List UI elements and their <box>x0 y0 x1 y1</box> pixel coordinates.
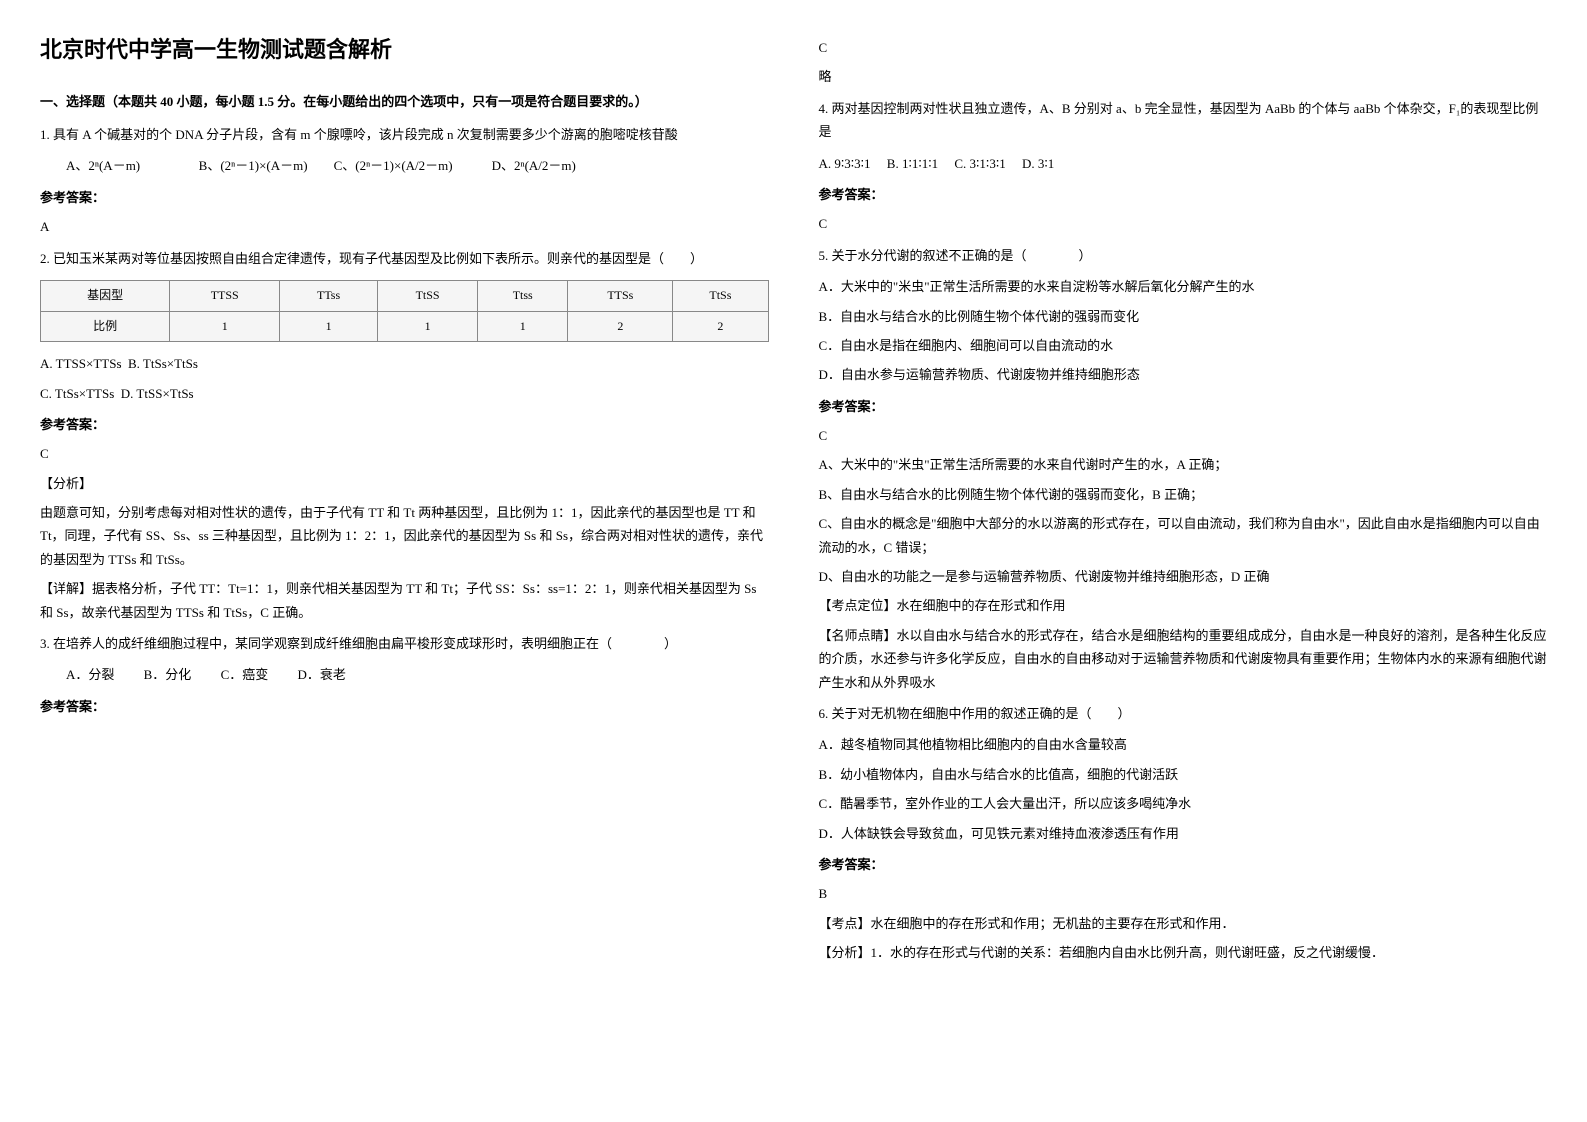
q5-point: 【考点定位】水在细胞中的存在形式和作用 <box>819 594 1548 617</box>
q2-options-cd: C. TtSs×TTSs D. TtSS×TtSs <box>40 382 769 405</box>
page-title: 北京时代中学高一生物测试题含解析 <box>40 30 769 70</box>
q3-optD: D．衰老 <box>297 667 345 682</box>
table-cell: TTSs <box>568 280 673 311</box>
q5-teacher: 【名师点睛】水以自由水与结合水的形式存在，结合水是细胞结构的重要组成成分，自由水… <box>819 624 1548 694</box>
q6-answer-label: 参考答案： <box>819 853 1548 876</box>
table-cell: TtSS <box>378 280 478 311</box>
q4-optC: C. 3∶1∶3∶1 <box>954 156 1005 171</box>
q1-answer-label: 参考答案： <box>40 186 769 209</box>
right-column: C 略 4. 两对基因控制两对性状且独立遗传，A、B 分别对 a、b 完全显性，… <box>819 30 1548 971</box>
q1-optD: D、2ⁿ(A/2－m) <box>492 158 576 173</box>
table-cell: 基因型 <box>41 280 170 311</box>
q2-analysis1: 由题意可知，分别考虑每对相对性状的遗传，由于子代有 TT 和 Tt 两种基因型，… <box>40 501 769 571</box>
q2-answer-label: 参考答案： <box>40 413 769 436</box>
q4-answer: C <box>819 212 1548 235</box>
q3-optB: B．分化 <box>144 667 192 682</box>
q4-optA: A. 9∶3∶3∶1 <box>819 156 871 171</box>
q5-optC: C．自由水是指在细胞内、细胞间可以自由流动的水 <box>819 334 1548 357</box>
q6-point: 【考点】水在细胞中的存在形式和作用；无机盐的主要存在形式和作用． <box>819 912 1548 935</box>
table-cell: TTSS <box>170 280 280 311</box>
q6-optD: D．人体缺铁会导致贫血，可见铁元素对维持血液渗透压有作用 <box>819 822 1548 845</box>
q3-answer: C <box>819 36 1548 59</box>
table-cell: TTss <box>280 280 378 311</box>
table-row: 基因型 TTSS TTss TtSS Ttss TTSs TtSs <box>41 280 769 311</box>
q1-text: 1. 具有 A 个碱基对的个 DNA 分子片段，含有 m 个腺嘌呤，该片段完成 … <box>40 123 769 146</box>
q6-text: 6. 关于对无机物在细胞中作用的叙述正确的是（ ） <box>819 702 1548 725</box>
q4-optB: B. 1∶1∶1∶1 <box>887 156 938 171</box>
q4-optD: D. 3∶1 <box>1022 156 1054 171</box>
q6-answer: B <box>819 882 1548 905</box>
q5-optA: A．大米中的"米虫"正常生活所需要的水来自淀粉等水解后氧化分解产生的水 <box>819 275 1548 298</box>
q3-brief: 略 <box>819 65 1548 88</box>
q5-text: 5. 关于水分代谢的叙述不正确的是（ ） <box>819 244 1548 267</box>
q6-optA: A．越冬植物同其他植物相比细胞内的自由水含量较高 <box>819 733 1548 756</box>
table-cell: 1 <box>378 311 478 342</box>
q2-optB: B. TtSs×TtSs <box>128 356 198 371</box>
table-cell: 1 <box>170 311 280 342</box>
q1-options: A、2ⁿ(A－m) B、(2ⁿ－1)×(A－m) C、(2ⁿ－1)×(A/2－m… <box>40 154 769 177</box>
q3-optA: A．分裂 <box>66 667 114 682</box>
table-cell: 2 <box>673 311 768 342</box>
q2-analysis-label: 【分析】 <box>40 472 769 495</box>
q5-optD: D．自由水参与运输营养物质、代谢废物并维持细胞形态 <box>819 363 1548 386</box>
q5-expB: B、自由水与结合水的比例随生物个体代谢的强弱而变化，B 正确； <box>819 483 1548 506</box>
q1-answer: A <box>40 215 769 238</box>
left-column: 北京时代中学高一生物测试题含解析 一、选择题（本题共 40 小题，每小题 1.5… <box>40 30 769 971</box>
q6-analysis: 【分析】1．水的存在形式与代谢的关系：若细胞内自由水比例升高，则代谢旺盛，反之代… <box>819 941 1548 964</box>
q2-text: 2. 已知玉米某两对等位基因按照自由组合定律遗传，现有子代基因型及比例如下表所示… <box>40 247 769 270</box>
section-header: 一、选择题（本题共 40 小题，每小题 1.5 分。在每小题给出的四个选项中，只… <box>40 90 769 113</box>
table-cell: TtSs <box>673 280 768 311</box>
q5-answer-label: 参考答案： <box>819 395 1548 418</box>
q3-answer-label: 参考答案： <box>40 695 769 718</box>
q5-expC: C、自由水的概念是"细胞中大部分的水以游离的形式存在，可以自由流动，我们称为自由… <box>819 512 1548 559</box>
q2-options-ab: A. TTSS×TTSs B. TtSs×TtSs <box>40 352 769 375</box>
table-cell: 1 <box>280 311 378 342</box>
q2-table: 基因型 TTSS TTss TtSS Ttss TTSs TtSs 比例 1 1… <box>40 280 769 342</box>
table-row: 比例 1 1 1 1 2 2 <box>41 311 769 342</box>
q6-optB: B．幼小植物体内，自由水与结合水的比值高，细胞的代谢活跃 <box>819 763 1548 786</box>
q3-text: 3. 在培养人的成纤维细胞过程中，某同学观察到成纤维细胞由扁平梭形变成球形时，表… <box>40 632 769 655</box>
table-cell: 1 <box>478 311 568 342</box>
q4-text: 4. 两对基因控制两对性状且独立遗传，A、B 分别对 a、b 完全显性，基因型为… <box>819 97 1548 144</box>
table-cell: 2 <box>568 311 673 342</box>
q4-options: A. 9∶3∶3∶1 B. 1∶1∶1∶1 C. 3∶1∶3∶1 D. 3∶1 <box>819 152 1548 175</box>
q1-optC: C、(2ⁿ－1)×(A/2－m) <box>334 158 453 173</box>
q2-detail: 【详解】据表格分析，子代 TT：Tt=1：1，则亲代相关基因型为 TT 和 Tt… <box>40 577 769 624</box>
q2-answer: C <box>40 442 769 465</box>
table-cell: 比例 <box>41 311 170 342</box>
q5-expA: A、大米中的"米虫"正常生活所需要的水来自代谢时产生的水，A 正确； <box>819 453 1548 476</box>
q5-expD: D、自由水的功能之一是参与运输营养物质、代谢废物并维持细胞形态，D 正确 <box>819 565 1548 588</box>
q2-optC: C. TtSs×TTSs <box>40 386 114 401</box>
q2-optD: D. TtSS×TtSs <box>121 386 194 401</box>
q3-options: A．分裂 B．分化 C．癌变 D．衰老 <box>40 663 769 686</box>
q5-optB: B．自由水与结合水的比例随生物个体代谢的强弱而变化 <box>819 305 1548 328</box>
q6-optC: C．酷暑季节，室外作业的工人会大量出汗，所以应该多喝纯净水 <box>819 792 1548 815</box>
table-cell: Ttss <box>478 280 568 311</box>
q4-answer-label: 参考答案： <box>819 183 1548 206</box>
q1-optB: B、(2ⁿ－1)×(A－m) <box>199 158 308 173</box>
q3-optC: C．癌变 <box>221 667 269 682</box>
q2-optA: A. TTSS×TTSs <box>40 356 122 371</box>
q5-answer: C <box>819 424 1548 447</box>
q1-optA: A、2ⁿ(A－m) <box>66 158 140 173</box>
